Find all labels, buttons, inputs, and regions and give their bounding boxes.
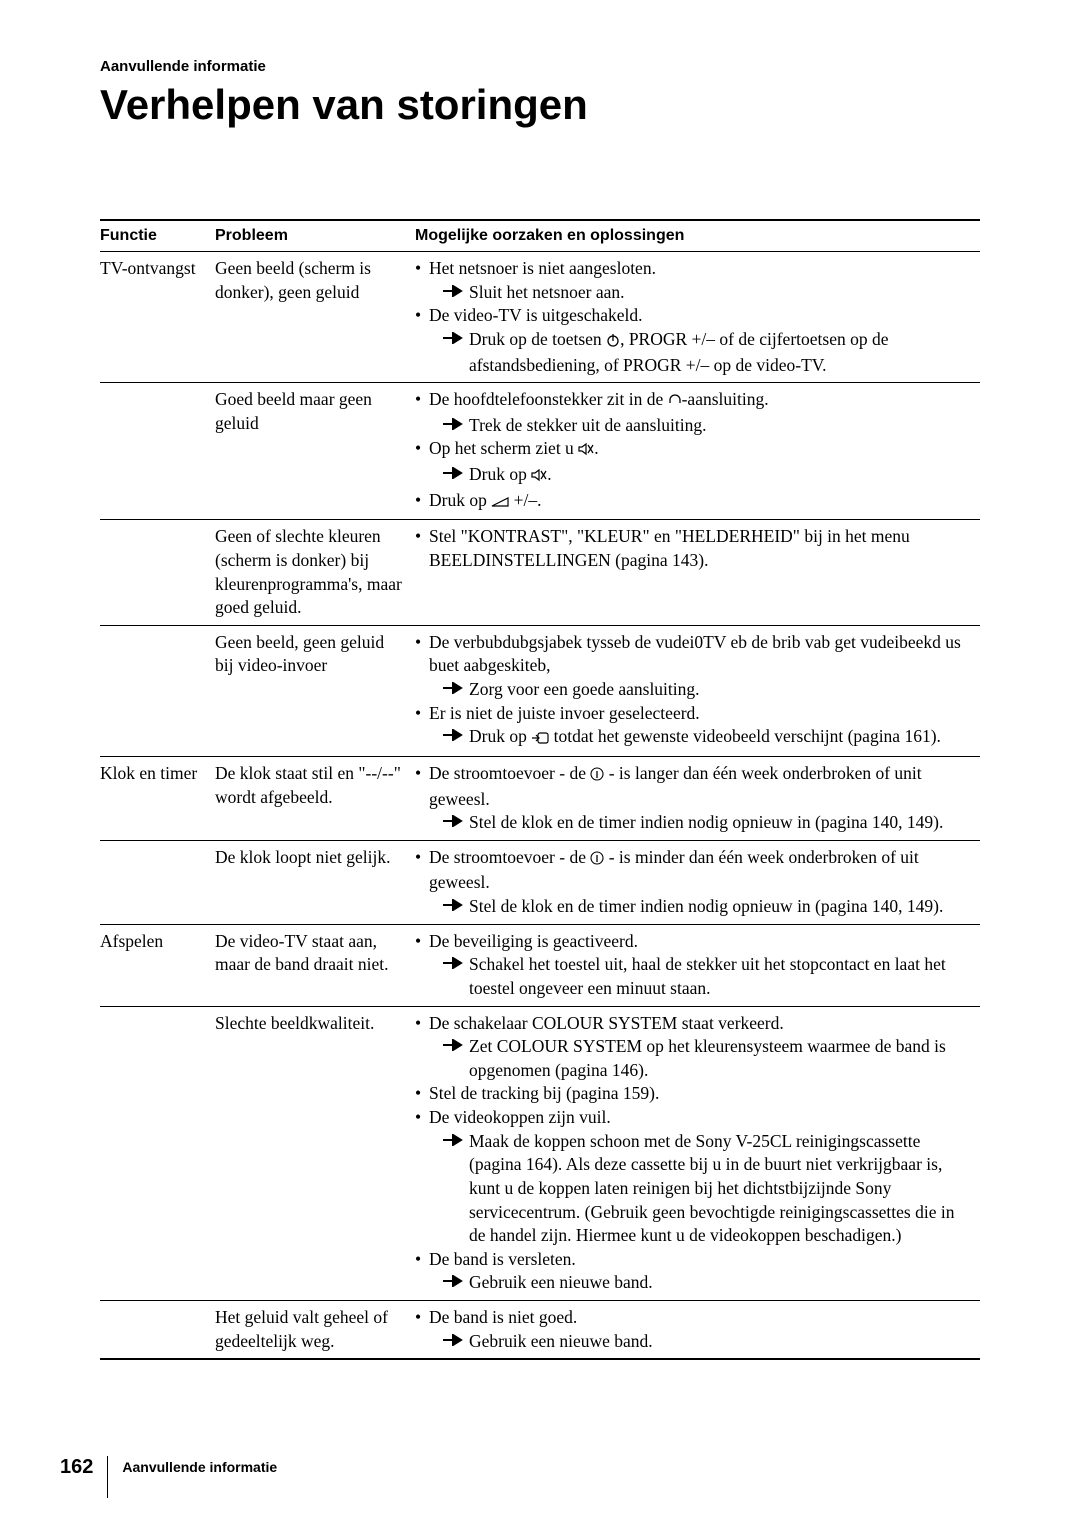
footer-divider	[107, 1456, 108, 1498]
cell-prob: De klok staat stil en "--/--" wordt afge…	[215, 756, 415, 840]
cell-prob: Geen beeld (scherm is donker), geen gelu…	[215, 252, 415, 383]
footer-label: Aanvullende informatie	[122, 1459, 277, 1475]
arrow-icon	[443, 1334, 463, 1348]
cell-prob: Goed beeld maar geen geluid	[215, 383, 415, 520]
mute-icon	[531, 465, 547, 489]
arrow-icon	[443, 815, 463, 829]
arrow-icon	[443, 467, 463, 481]
arrow-icon	[443, 332, 463, 346]
cell-sol: De schakelaar COLOUR SYSTEM staat verkee…	[415, 1006, 980, 1301]
power-icon	[590, 848, 604, 872]
th-functie: Functie	[100, 220, 215, 252]
headphone-icon	[668, 390, 682, 414]
cell-prob: Slechte beeldkwaliteit.	[215, 1006, 415, 1301]
power-icon	[590, 764, 604, 788]
input-icon	[531, 727, 549, 751]
section-label: Aanvullende informatie	[100, 58, 980, 75]
th-probleem: Probleem	[215, 220, 415, 252]
cell-sol: De hoofdtelefoonstekker zit in de -aansl…	[415, 383, 980, 520]
arrow-icon	[443, 729, 463, 743]
th-oplossingen: Mogelijke oorzaken en oplossingen	[415, 220, 980, 252]
table-row: Geen beeld, geen geluid bij video-invoer…	[100, 625, 980, 756]
arrow-icon	[443, 285, 463, 299]
volume-icon	[491, 491, 509, 515]
cell-prob: Geen of slechte kleuren (scherm is donke…	[215, 520, 415, 626]
cell-prob: Het geluid valt geheel of gedeeltelijk w…	[215, 1301, 415, 1360]
cell-sol: Het netsnoer is niet aangesloten. Sluit …	[415, 252, 980, 383]
power-icon	[606, 330, 620, 354]
cell-sol: De stroomtoevoer - de - is minder dan éé…	[415, 840, 980, 924]
table-row: TV-ontvangst Geen beeld (scherm is donke…	[100, 252, 980, 383]
table-row: Het geluid valt geheel of gedeeltelijk w…	[100, 1301, 980, 1360]
troubleshooting-table: Functie Probleem Mogelijke oorzaken en o…	[100, 219, 980, 1360]
cell-sol: De band is niet goed. Gebruik een nieuwe…	[415, 1301, 980, 1360]
cell-sol: De stroomtoevoer - de - is langer dan éé…	[415, 756, 980, 840]
cell-sol: De beveiliging is geactiveerd. Schakel h…	[415, 924, 980, 1006]
arrow-icon	[443, 1134, 463, 1148]
table-row: Afspelen De video-TV staat aan, maar de …	[100, 924, 980, 1006]
arrow-icon	[443, 682, 463, 696]
table-row: De klok loopt niet gelijk. De stroomtoev…	[100, 840, 980, 924]
cell-func: TV-ontvangst	[100, 252, 215, 383]
page-title: Verhelpen van storingen	[100, 81, 980, 129]
cell-sol: De verbubdubgsjabek tysseb de vudei0TV e…	[415, 625, 980, 756]
arrow-icon	[443, 957, 463, 971]
cell-func: Afspelen	[100, 924, 215, 1006]
cell-prob: De video-TV staat aan, maar de band draa…	[215, 924, 415, 1006]
mute-icon	[578, 439, 594, 463]
arrow-icon	[443, 418, 463, 432]
cell-sol: Stel "KONTRAST", "KLEUR" en "HELDERHEID"…	[415, 520, 980, 626]
cell-prob: Geen beeld, geen geluid bij video-invoer	[215, 625, 415, 756]
table-row: Goed beeld maar geen geluid De hoofdtele…	[100, 383, 980, 520]
page-footer: 162 Aanvullende informatie	[60, 1446, 277, 1488]
arrow-icon	[443, 899, 463, 913]
table-row: Geen of slechte kleuren (scherm is donke…	[100, 520, 980, 626]
arrow-icon	[443, 1275, 463, 1289]
page-number: 162	[60, 1456, 93, 1479]
cell-func: Klok en timer	[100, 756, 215, 840]
table-row: Slechte beeldkwaliteit. De schakelaar CO…	[100, 1006, 980, 1301]
cell-prob: De klok loopt niet gelijk.	[215, 840, 415, 924]
arrow-icon	[443, 1039, 463, 1053]
table-row: Klok en timer De klok staat stil en "--/…	[100, 756, 980, 840]
